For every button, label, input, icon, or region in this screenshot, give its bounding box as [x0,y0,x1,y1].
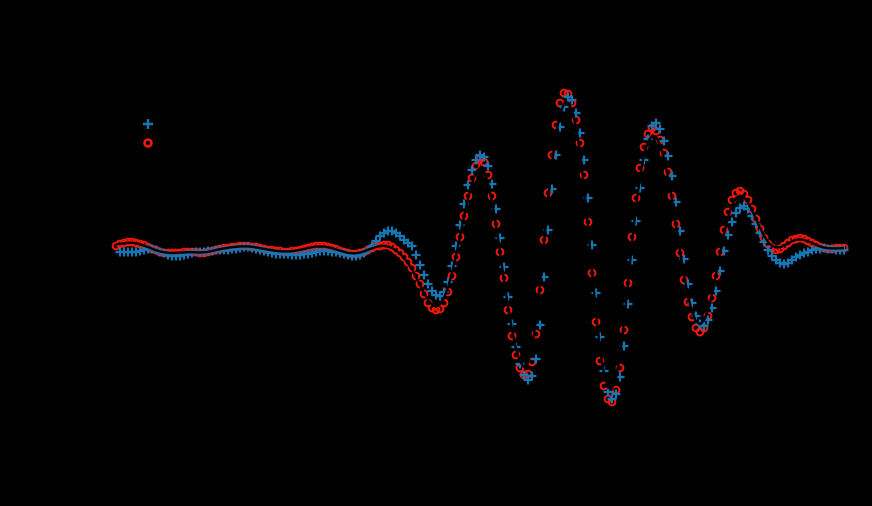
circle-marker [795,233,805,243]
occluding-data-line [115,101,845,391]
chart-content [111,88,849,407]
legend-circle-marker [143,138,153,148]
plus-marker [659,136,669,146]
plus-marker [731,208,741,218]
plus-marker [471,155,481,165]
plus-marker [423,279,433,289]
plus-marker [631,216,641,226]
plus-marker [527,371,537,381]
plus-marker [839,245,849,255]
plus-marker [415,260,425,270]
circle-marker [595,356,605,366]
plus-marker [727,217,737,227]
plus-marker [699,321,709,331]
plus-marker [663,151,673,161]
plus-marker [627,255,637,265]
plus-marker [655,124,665,134]
plus-marker [603,387,613,397]
plus-marker [519,370,529,380]
plus-marker [371,236,381,246]
plus-marker [763,245,773,255]
plus-marker [531,354,541,364]
plus-marker [407,241,417,251]
plus-marker [483,161,493,171]
plus-marker [651,118,661,128]
plus-marker [479,152,489,162]
plus-marker [611,389,621,399]
legend-plus-marker [143,119,153,129]
plus-marker [419,270,429,280]
plus-marker [567,95,577,105]
plus-marker [411,250,421,260]
legend [143,119,153,148]
plus-marker [467,165,477,175]
plus-marker [535,320,545,330]
plus-marker [607,394,617,404]
circle-marker [531,329,541,339]
